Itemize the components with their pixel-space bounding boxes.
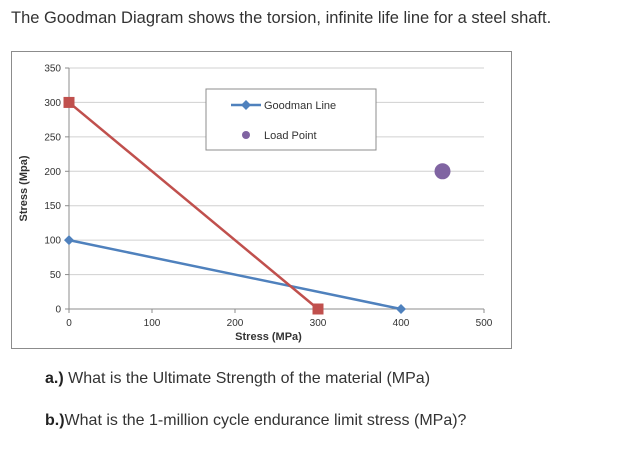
question-a: a.) What is the Ultimate Strength of the… (45, 370, 430, 388)
y-tick-label-350: 350 (44, 64, 61, 75)
y-tick-label-300: 300 (44, 98, 61, 109)
question-b: b.)What is the 1-million cycle endurance… (45, 412, 466, 430)
x-tick-label-0: 0 (66, 318, 72, 329)
legend-swatch-marker-0 (241, 100, 251, 110)
question-a-lead: a.) (45, 370, 64, 387)
chart-container: 0 50 100 150 200 250 300 350 0 100 200 300 400 500 Str… (11, 51, 512, 349)
y-tick-label-0: 0 (55, 305, 61, 316)
goodman-chart: 0 50 100 150 200 250 300 350 0 100 200 300 400 500 Str… (18, 64, 493, 344)
y-tick-label-50: 50 (50, 270, 62, 281)
x-tick-label-300: 300 (310, 318, 327, 329)
x-tick-label-400: 400 (393, 318, 410, 329)
y-tick-label-150: 150 (44, 201, 61, 212)
legend-box (205, 88, 377, 151)
series-0-point-1 (396, 304, 406, 314)
y-tick-label-100: 100 (44, 236, 61, 247)
y-axis-title: Stress (Mpa) (18, 155, 30, 221)
x-tick-label-100: 100 (144, 318, 161, 329)
series-1-point-0 (63, 96, 75, 108)
y-tick-label-250: 250 (44, 132, 61, 143)
page-title: The Goodman Diagram shows the torsion, i… (11, 9, 552, 27)
x-tick-label-200: 200 (227, 318, 244, 329)
series-0-point-0 (64, 235, 74, 246)
series-2-point-0 (434, 163, 451, 180)
series-1-point-1 (312, 303, 324, 315)
series-0-line (68, 238, 402, 311)
x-tick-label-500: 500 (476, 318, 493, 329)
question-b-lead: b.) (45, 412, 65, 429)
x-axis-title: Stress (MPa) (235, 331, 302, 343)
legend-label-0: Goodman Line (264, 100, 336, 112)
legend-swatch-marker-1 (242, 131, 250, 139)
y-tick-label-200: 200 (44, 167, 61, 178)
legend-label-1: Load Point (264, 130, 317, 142)
series-1-line (68, 101, 319, 310)
question-b-text: What is the 1-million cycle endurance li… (64, 412, 467, 429)
question-a-text: What is the Ultimate Strength of the mat… (63, 370, 431, 387)
